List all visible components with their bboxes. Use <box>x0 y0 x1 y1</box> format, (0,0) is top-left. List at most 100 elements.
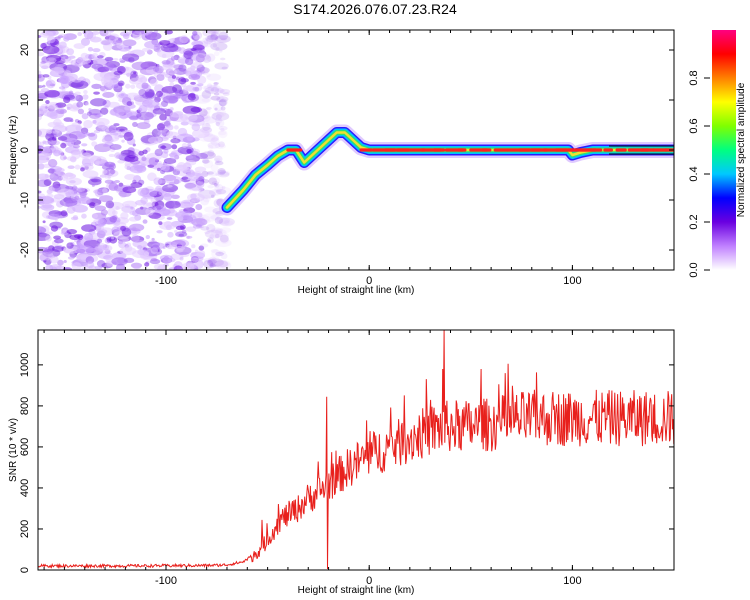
noise-speckle <box>191 252 197 255</box>
noise-speckle <box>40 204 55 211</box>
noise-speckle <box>216 108 227 118</box>
noise-speckle <box>38 155 50 164</box>
noise-speckle <box>170 138 181 144</box>
noise-speckle <box>195 180 205 189</box>
noise-speckle <box>48 104 58 109</box>
noise-speckle <box>38 114 42 121</box>
noise-speckle <box>210 137 220 146</box>
noise-speckle <box>187 263 195 270</box>
noise-speckle <box>106 238 112 243</box>
noise-speckle <box>210 95 221 101</box>
noise-speckle <box>211 227 224 234</box>
noise-speckle <box>122 186 137 194</box>
noise-speckle <box>197 133 216 142</box>
colorbar-label: Normalized spectral amplitude <box>736 82 747 217</box>
noise-speckle <box>129 211 137 215</box>
noise-speckle <box>73 233 84 239</box>
noise-speckle <box>136 122 151 130</box>
noise-speckle <box>60 142 67 149</box>
noise-speckle <box>207 150 215 157</box>
noise-speckle <box>97 113 102 118</box>
noise-speckle <box>179 256 184 261</box>
noise-speckle <box>38 140 42 146</box>
noise-speckle <box>200 226 210 231</box>
noise-speckle <box>161 64 174 71</box>
noise-speckle <box>88 265 97 270</box>
noise-speckle <box>141 82 149 89</box>
noise-speckle <box>69 180 76 184</box>
noise-speckle <box>76 57 92 65</box>
noise-speckle <box>52 136 57 141</box>
noise-speckle <box>175 225 185 231</box>
noise-speckle <box>116 42 124 49</box>
noise-speckle <box>193 211 203 217</box>
noise-speckle <box>73 43 86 49</box>
noise-speckle <box>144 262 150 267</box>
noise-speckle <box>77 196 92 205</box>
noise-speckle <box>166 217 173 220</box>
noise-speckle <box>94 203 100 208</box>
noise-speckle <box>107 208 116 217</box>
noise-speckle <box>221 66 228 70</box>
noise-speckle <box>79 152 91 159</box>
noise-speckle <box>210 42 228 51</box>
noise-speckle <box>208 256 217 264</box>
noise-speckle <box>145 207 154 216</box>
noise-speckle <box>47 168 57 174</box>
noise-speckle <box>85 102 90 106</box>
noise-speckle <box>184 57 194 66</box>
noise-speckle <box>45 79 56 89</box>
noise-speckle <box>61 174 69 181</box>
noise-speckle <box>62 267 73 270</box>
noise-speckle <box>222 92 230 96</box>
noise-speckle <box>220 57 226 61</box>
noise-speckle <box>210 164 219 172</box>
noise-speckle <box>208 177 218 185</box>
noise-speckle <box>201 90 212 99</box>
noise-speckle <box>115 206 120 210</box>
noise-speckle <box>192 44 205 51</box>
noise-speckle <box>91 184 95 187</box>
noise-speckle <box>74 164 81 170</box>
noise-speckle <box>121 139 125 143</box>
noise-speckle <box>176 248 184 253</box>
noise-speckle <box>216 96 229 103</box>
noise-speckle <box>164 175 183 185</box>
noise-speckle <box>214 232 230 240</box>
noise-speckle <box>38 226 47 235</box>
noise-speckle <box>79 191 88 196</box>
noise-speckle <box>139 76 148 83</box>
noise-speckle <box>205 30 219 35</box>
noise-speckle <box>220 220 234 227</box>
noise-speckle <box>154 148 163 157</box>
noise-speckle <box>191 244 196 249</box>
noise-speckle <box>38 85 44 89</box>
y-tick-label: 0 <box>19 147 31 153</box>
noise-speckle <box>207 259 218 264</box>
noise-speckle <box>221 185 226 190</box>
noise-speckle <box>211 111 230 121</box>
noise-speckle <box>75 131 89 138</box>
noise-speckle <box>207 256 218 266</box>
noise-speckle <box>100 39 114 46</box>
noise-speckle <box>192 224 202 229</box>
y-tick-label: -20 <box>19 242 31 258</box>
noise-speckle <box>123 131 134 141</box>
noise-speckle <box>190 106 202 113</box>
y-axis-label: Frequency (Hz) <box>8 116 19 185</box>
y-tick-label: 1000 <box>19 353 31 377</box>
noise-speckle <box>97 229 108 234</box>
noise-speckle <box>214 107 218 111</box>
noise-speckle <box>206 73 222 81</box>
noise-speckle <box>81 213 87 219</box>
noise-speckle <box>55 108 67 115</box>
noise-speckle <box>191 123 201 132</box>
noise-speckle <box>204 229 223 239</box>
noise-speckle <box>213 30 220 35</box>
noise-speckle <box>118 93 129 99</box>
noise-speckle <box>81 113 89 120</box>
noise-speckle <box>212 86 218 90</box>
noise-speckle <box>133 71 137 75</box>
noise-speckle <box>53 149 61 157</box>
